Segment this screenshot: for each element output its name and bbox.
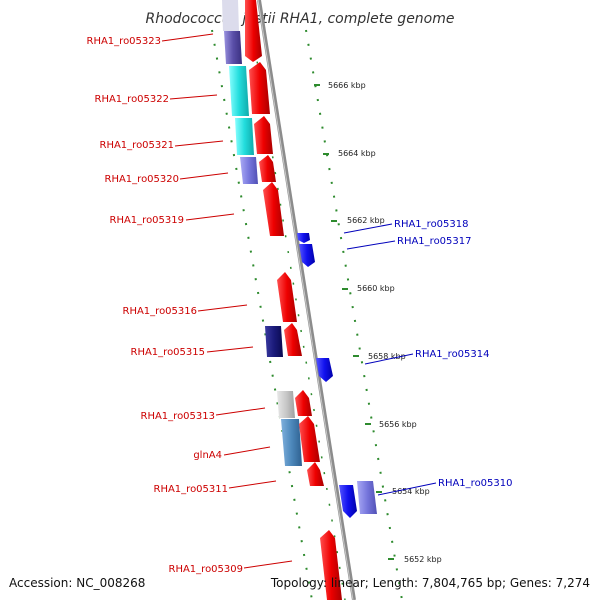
map-title: Rhodococcus jostii RHA1, complete genome (145, 11, 454, 27)
gene-label: RHA1_ro05320 (105, 174, 180, 185)
gene-label: RHA1_ro05315 (131, 347, 206, 358)
reverse-genes (297, 233, 377, 518)
forward-gene-arrow (320, 530, 342, 600)
forward-gene-arrow (263, 182, 284, 236)
outer-left-guide (211, 29, 313, 600)
kbp-label: 5664 kbp (338, 149, 376, 158)
leader-line (206, 346, 254, 353)
leader-line (377, 482, 437, 496)
leader-line (228, 480, 277, 489)
reverse-gene-arrow (297, 233, 310, 243)
gene-label: RHA1_ro05323 (87, 36, 162, 47)
reverse-gene-labels: RHA1_ro05318 RHA1_ro05317 RHA1_ro05314 R… (394, 219, 513, 489)
genome-summary-text: Topology: linear; Length: 7,804,765 bp; … (270, 576, 590, 590)
forward-gene-arrow (277, 272, 297, 322)
kbp-label: 5660 kbp (357, 284, 395, 293)
gene-label: RHA1_ro05316 (123, 306, 198, 317)
forward-gene-arrow (295, 390, 312, 416)
kbp-label: 5652 kbp (404, 555, 442, 564)
feature-box-cyan (235, 118, 254, 155)
genome-backbone-highlight (257, 0, 354, 600)
kbp-label: 5658 kbp (368, 352, 406, 361)
kbp-label: 5666 kbp (328, 81, 366, 90)
forward-gene-arrow (254, 116, 273, 154)
feature-box-steelblue (281, 419, 302, 466)
gene-label: RHA1_ro05309 (169, 564, 244, 575)
leader-line (174, 140, 224, 147)
kbp-label: 5656 kbp (379, 420, 417, 429)
feature-box-cyan (229, 66, 249, 116)
leader-line (169, 94, 218, 100)
forward-gene-arrow (299, 416, 320, 462)
gene-label: RHA1_ro05311 (154, 484, 229, 495)
gene-label: RHA1_ro05313 (141, 411, 216, 422)
scale-ticks (314, 84, 394, 560)
gene-label: RHA1_ro05310 (438, 478, 513, 489)
forward-gene-arrow (307, 462, 324, 486)
leader-line (185, 213, 235, 221)
label-leader-lines (161, 33, 437, 569)
partner-features (222, 0, 302, 466)
kbp-label: 5654 kbp (392, 487, 430, 496)
outer-right-guide (305, 29, 403, 600)
forward-gene-labels: RHA1_ro05323 RHA1_ro05322 RHA1_ro05321 R… (87, 36, 244, 575)
forward-gene-arrow (249, 62, 270, 114)
feature-box-lightgray (222, 0, 239, 31)
leader-line (343, 223, 393, 234)
leader-line (179, 172, 229, 180)
leader-line (197, 304, 248, 312)
feature-box-gray (277, 391, 295, 418)
feature-box-navy (265, 326, 283, 357)
leader-line (215, 407, 266, 416)
genome-backbone (257, 0, 356, 600)
gene-label: glnA4 (193, 450, 222, 461)
forward-gene-arrow (284, 323, 302, 356)
accession-text: Accession: NC_008268 (9, 576, 146, 590)
gene-label: RHA1_ro05314 (415, 349, 490, 360)
reverse-gene-arrow (339, 485, 357, 518)
gene-label: RHA1_ro05317 (397, 236, 472, 247)
forward-gene-arrow (259, 155, 276, 182)
forward-gene-arrow (245, 0, 262, 62)
leader-line (161, 33, 214, 42)
gene-label: RHA1_ro05322 (95, 94, 170, 105)
reverse-gene-arrow (316, 358, 333, 382)
leader-line (346, 240, 396, 250)
inner-left-guide (251, 29, 346, 600)
leader-line (364, 353, 414, 365)
gene-label: RHA1_ro05321 (100, 140, 175, 151)
leader-line (243, 560, 293, 569)
gene-label: RHA1_ro05319 (110, 215, 185, 226)
reverse-feature-box (357, 481, 377, 514)
kbp-scale-labels: 5666 kbp 5664 kbp 5662 kbp 5660 kbp 5658… (328, 81, 442, 564)
kbp-label: 5662 kbp (347, 216, 385, 225)
leader-line (223, 446, 271, 456)
forward-genes (245, 0, 342, 600)
feature-box-lavender (240, 157, 258, 184)
reverse-gene-arrow (299, 244, 315, 267)
feature-box-purple (224, 31, 242, 64)
gene-label: RHA1_ro05318 (394, 219, 469, 230)
